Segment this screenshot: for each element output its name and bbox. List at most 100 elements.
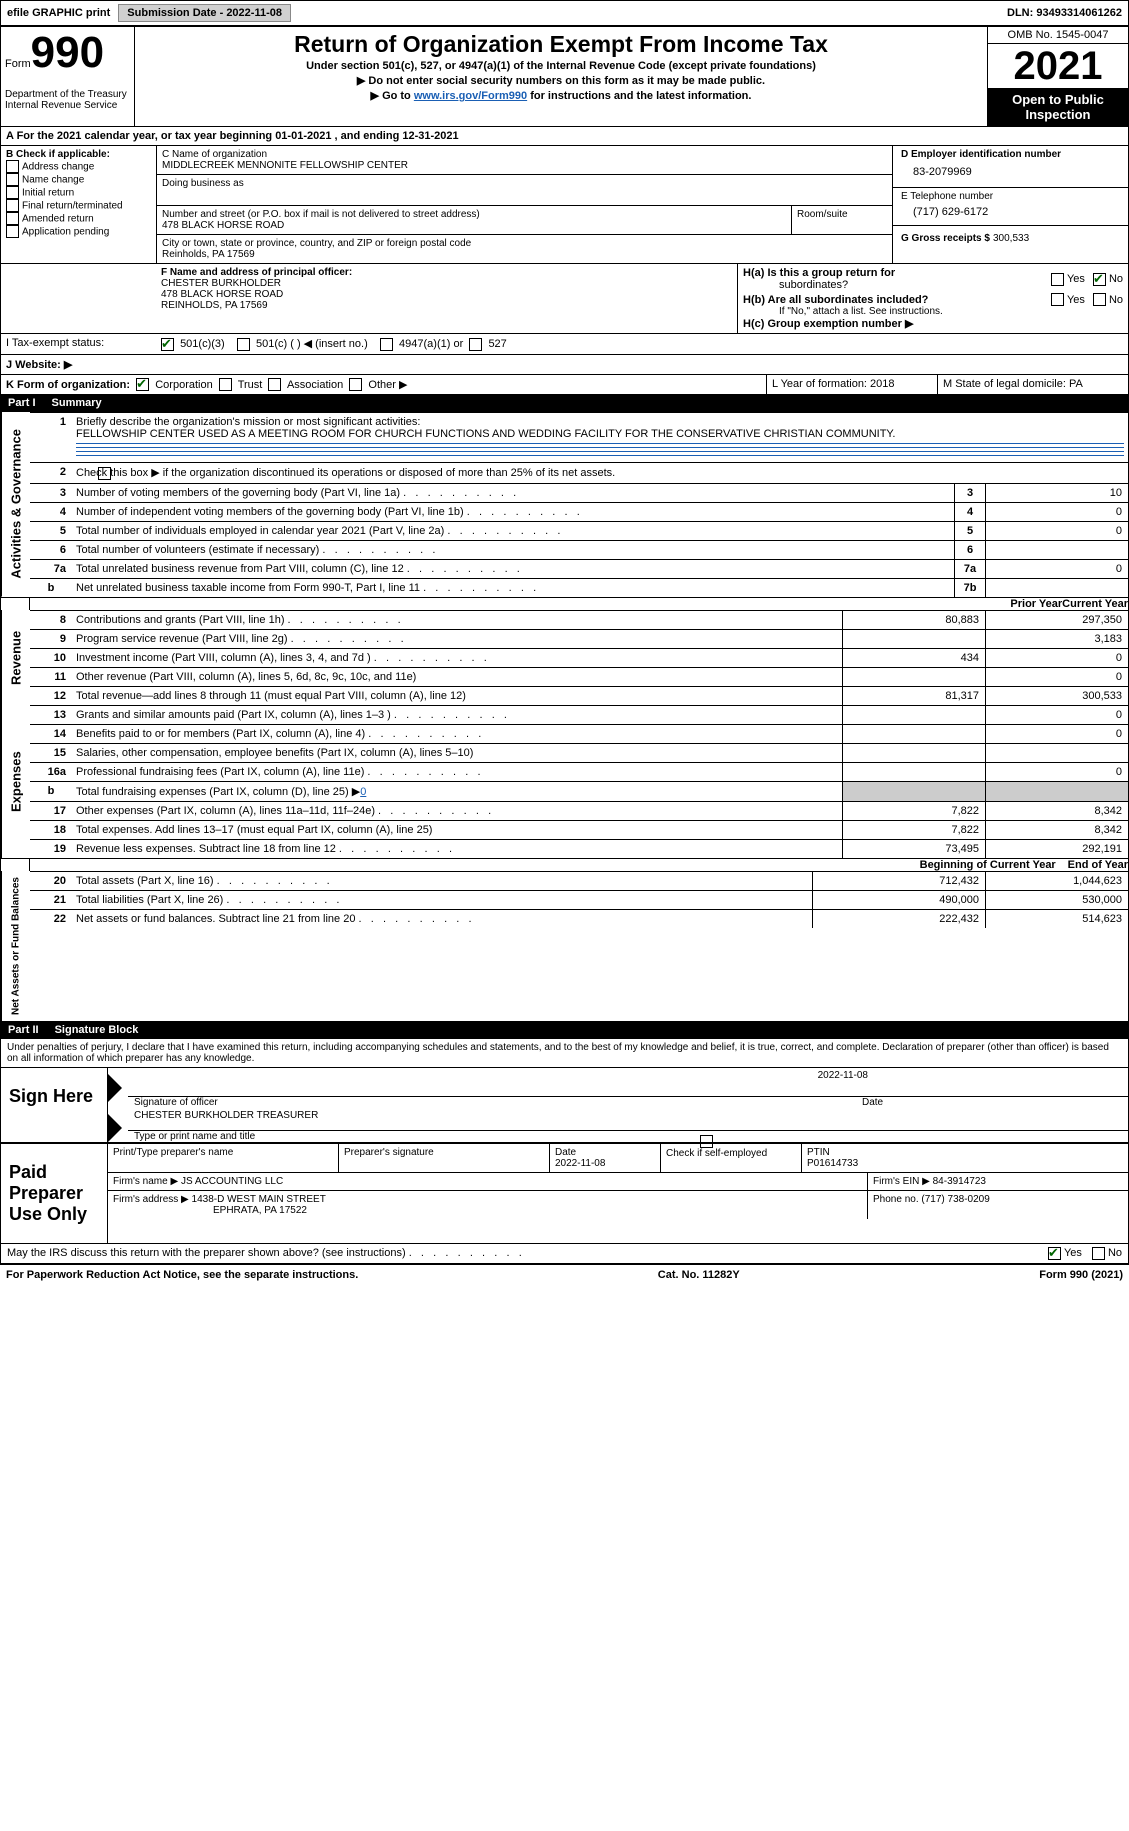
box-f: F Name and address of principal officer:… bbox=[156, 264, 738, 333]
sign-here-lbl: Sign Here bbox=[1, 1068, 108, 1142]
open-to-public: Open to Public Inspection bbox=[988, 88, 1128, 126]
check-amended-return[interactable] bbox=[6, 212, 19, 225]
discuss-no: No bbox=[1108, 1247, 1122, 1259]
form-hint-link: ▶ Go to www.irs.gov/Form990 for instruct… bbox=[143, 89, 979, 102]
check-discuss-no[interactable] bbox=[1092, 1247, 1105, 1260]
form-id-block: Form990 Department of the Treasury Inter… bbox=[1, 27, 135, 126]
check-501c[interactable] bbox=[237, 338, 250, 351]
lbl-name-change: Name change bbox=[22, 174, 84, 185]
self-employed-hdr: Check if self-employed bbox=[661, 1144, 802, 1172]
type-print-lbl: Type or print name and title bbox=[128, 1131, 1128, 1142]
check-application-pending[interactable] bbox=[6, 225, 19, 238]
form-subtitle: Under section 501(c), 527, or 4947(a)(1)… bbox=[143, 60, 979, 72]
lbl-other: Other ▶ bbox=[368, 379, 407, 391]
q3: Number of voting members of the governin… bbox=[72, 484, 954, 502]
check-hb-no[interactable] bbox=[1093, 293, 1106, 306]
ein-value: 83-2079969 bbox=[901, 160, 1120, 184]
box-i-lbl: I Tax-exempt status: bbox=[1, 334, 156, 354]
hb-note: If "No," attach a list. See instructions… bbox=[743, 306, 1123, 317]
r8d: Contributions and grants (Part VIII, lin… bbox=[72, 611, 842, 629]
city-state-zip: Reinholds, PA 17569 bbox=[162, 249, 887, 260]
firm-name-lbl: Firm's name ▶ bbox=[113, 1176, 178, 1187]
efile-label: efile GRAPHIC print bbox=[1, 7, 116, 19]
check-final-return[interactable] bbox=[6, 199, 19, 212]
check-527[interactable] bbox=[469, 338, 482, 351]
check-ha-no[interactable] bbox=[1093, 273, 1106, 286]
box-deg: D Employer identification number 83-2079… bbox=[893, 146, 1128, 263]
r21d: Total liabilities (Part X, line 26) bbox=[72, 891, 812, 909]
r17d: Other expenses (Part IX, column (A), lin… bbox=[72, 802, 842, 820]
q4: Number of independent voting members of … bbox=[72, 503, 954, 521]
check-address-change[interactable] bbox=[6, 160, 19, 173]
check-4947[interactable] bbox=[380, 338, 393, 351]
check-name-change[interactable] bbox=[6, 173, 19, 186]
lbl-final-return: Final return/terminated bbox=[22, 200, 123, 211]
ptin-val: P01614733 bbox=[807, 1158, 858, 1169]
check-discuss-yes[interactable] bbox=[1048, 1247, 1061, 1260]
arrow-icon bbox=[108, 1074, 122, 1102]
r16ac: 0 bbox=[985, 763, 1128, 781]
col-end: End of Year bbox=[1068, 859, 1128, 871]
check-ha-yes[interactable] bbox=[1051, 273, 1064, 286]
check-corporation[interactable] bbox=[136, 378, 149, 391]
check-initial-return[interactable] bbox=[6, 186, 19, 199]
q1: Briefly describe the organization's miss… bbox=[72, 413, 1128, 462]
lbl-corporation: Corporation bbox=[155, 379, 212, 391]
r9c: 3,183 bbox=[985, 630, 1128, 648]
r20p: 712,432 bbox=[812, 872, 985, 890]
side-netassets: Net Assets or Fund Balances bbox=[1, 871, 30, 1021]
ha-no: No bbox=[1109, 273, 1123, 285]
check-association[interactable] bbox=[268, 378, 281, 391]
check-other[interactable] bbox=[349, 378, 362, 391]
r19d: Revenue less expenses. Subtract line 18 … bbox=[72, 840, 842, 858]
lbl-application-pending: Application pending bbox=[22, 226, 109, 237]
lbl-527: 527 bbox=[488, 338, 506, 350]
r16ad: Professional fundraising fees (Part IX, … bbox=[72, 763, 842, 781]
firm-name: JS ACCOUNTING LLC bbox=[181, 1176, 283, 1187]
hb-lbl: H(b) Are all subordinates included? bbox=[743, 294, 928, 306]
city-lbl: City or town, state or province, country… bbox=[162, 238, 887, 249]
part1-num: Part I bbox=[8, 397, 36, 409]
form-page-label: Form 990 (2021) bbox=[1039, 1269, 1123, 1281]
r14c: 0 bbox=[985, 725, 1128, 743]
form990-link[interactable]: www.irs.gov/Form990 bbox=[414, 90, 527, 102]
header-right: OMB No. 1545-0047 2021 Open to Public In… bbox=[988, 27, 1128, 126]
lbl-501c: 501(c) ( ) ◀ (insert no.) bbox=[256, 338, 368, 350]
r17p: 7,822 bbox=[842, 802, 985, 820]
check-hb-yes[interactable] bbox=[1051, 293, 1064, 306]
r15c bbox=[985, 744, 1128, 762]
line-j: J Website: ▶ bbox=[0, 354, 1129, 374]
r11c: 0 bbox=[985, 668, 1128, 686]
submission-date-button[interactable]: Submission Date - 2022-11-08 bbox=[118, 4, 291, 22]
q1-lbl: Briefly describe the organization's miss… bbox=[76, 416, 420, 428]
r19c: 292,191 bbox=[985, 840, 1128, 858]
r15d: Salaries, other compensation, employee b… bbox=[72, 744, 842, 762]
firm-addr1: 1438-D WEST MAIN STREET bbox=[192, 1194, 326, 1205]
q7a: Total unrelated business revenue from Pa… bbox=[72, 560, 954, 578]
check-trust[interactable] bbox=[219, 378, 232, 391]
hb-no: No bbox=[1109, 294, 1123, 306]
firm-addr2: EPHRATA, PA 17522 bbox=[113, 1205, 307, 1216]
org-name: MIDDLECREEK MENNONITE FELLOWSHIP CENTER bbox=[162, 160, 887, 171]
r19p: 73,495 bbox=[842, 840, 985, 858]
box-b: B Check if applicable: Address change Na… bbox=[1, 146, 157, 263]
ha-yes: Yes bbox=[1067, 273, 1085, 285]
box-b-hdr: B Check if applicable: bbox=[6, 149, 151, 160]
check-501c3[interactable] bbox=[161, 338, 174, 351]
check-self-employed[interactable] bbox=[700, 1135, 713, 1148]
check-discontinued[interactable] bbox=[98, 467, 111, 480]
ln-2: 2 bbox=[30, 463, 72, 483]
r20d: Total assets (Part X, line 16) bbox=[72, 872, 812, 890]
website-lbl: J Website: ▶ bbox=[1, 355, 1128, 374]
prep-date-val: 2022-11-08 bbox=[555, 1158, 605, 1169]
part2-header: Part II Signature Block bbox=[0, 1021, 1129, 1039]
sign-here-block: Sign Here 2022-11-08 Signature of office… bbox=[0, 1067, 1129, 1143]
q6: Total number of volunteers (estimate if … bbox=[72, 541, 954, 559]
paperwork-notice: For Paperwork Reduction Act Notice, see … bbox=[6, 1269, 358, 1281]
r10d: Investment income (Part VIII, column (A)… bbox=[72, 649, 842, 667]
period-text: A For the 2021 calendar year, or tax yea… bbox=[1, 127, 1128, 145]
sig-of-officer-lbl: Signature of officer bbox=[134, 1097, 862, 1108]
box-k-lbl: K Form of organization: bbox=[6, 379, 130, 391]
ptin-hdr: PTIN bbox=[807, 1147, 830, 1158]
v7b bbox=[985, 579, 1128, 597]
